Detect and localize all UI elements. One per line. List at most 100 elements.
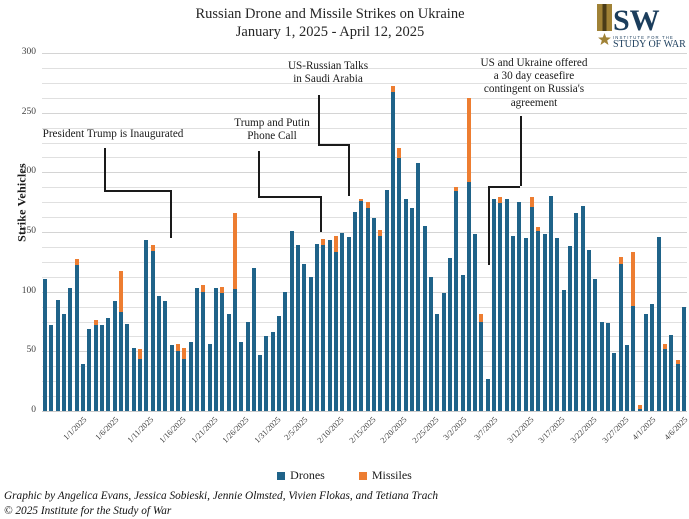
bar-column [409, 208, 414, 411]
bar-segment-missiles [182, 347, 187, 359]
bar-segment-drones [599, 321, 604, 411]
x-axis-tick-label: 4/1/2025 [630, 415, 658, 442]
bar-column [517, 202, 522, 411]
annotation-leader-trump-inaugurated-v1 [104, 148, 106, 190]
bar-column [68, 288, 73, 411]
bar-segment-drones [530, 206, 535, 411]
bar-column [454, 186, 459, 411]
bar-segment-missiles [138, 348, 142, 359]
bar-segment-missiles [119, 271, 124, 312]
bar-segment-drones [138, 358, 142, 411]
annotation-leader-trump-inaugurated-v2 [170, 190, 172, 238]
bar-column [669, 334, 674, 411]
annotation-ceasefire-offer: US and Ukraine offered a 30 day ceasefir… [480, 57, 588, 109]
isw-tagline-bottom: STUDY OF WAR [613, 39, 686, 48]
gridline [42, 261, 687, 263]
bar-segment-drones [131, 347, 136, 411]
gridline [42, 336, 687, 338]
bar-column [182, 347, 187, 411]
bar-segment-drones [327, 240, 332, 411]
bar-segment-missiles [397, 148, 402, 159]
gridline [42, 291, 687, 293]
gridline [42, 306, 687, 308]
bar-segment-drones [447, 258, 452, 411]
bar-column [302, 264, 307, 411]
bar-segment-drones [93, 325, 98, 411]
bar-segment-drones [346, 236, 351, 411]
bar-column [593, 278, 598, 411]
bar-column [447, 258, 452, 411]
bar-column [194, 288, 199, 411]
annotation-leader-ceasefire-offer-v2 [488, 186, 490, 265]
gridline [42, 53, 687, 54]
bar-segment-drones [258, 354, 263, 411]
bar-segment-missiles [359, 198, 364, 201]
bar-segment-drones [283, 291, 288, 411]
gridline [42, 157, 687, 159]
bar-segment-drones [144, 240, 149, 411]
bar-column [612, 352, 617, 411]
bar-segment-drones [106, 317, 111, 411]
bar-column [353, 211, 357, 411]
annotation-leader-trump-putin-call-h [258, 196, 320, 198]
y-axis-tick-label: 100 [21, 285, 36, 296]
x-axis-tick-label: 1/26/2025 [220, 415, 251, 445]
annotation-leader-ceasefire-offer-h [488, 186, 520, 188]
bar-segment-drones [511, 235, 516, 411]
bar-segment-drones [612, 352, 617, 411]
bar-segment-drones [593, 278, 598, 411]
bar-segment-drones [605, 322, 610, 411]
bar-column [112, 301, 117, 411]
bar-column [163, 301, 168, 411]
bar-segment-drones [466, 181, 471, 411]
bar-column [549, 196, 554, 411]
bar-segment-drones [74, 265, 79, 411]
bar-column [308, 277, 313, 411]
gridline [42, 142, 687, 144]
bar-column [289, 230, 294, 411]
bar-column [175, 344, 180, 411]
bar-segment-drones [239, 341, 244, 411]
bar-segment-drones [270, 332, 275, 411]
gridline [42, 396, 687, 398]
gridline [42, 366, 687, 368]
bar-segment-drones [618, 264, 623, 411]
bar-column [106, 317, 111, 411]
legend-item-drones[interactable]: Drones [277, 468, 325, 483]
bar-segment-drones [169, 345, 174, 411]
bar-segment-drones [289, 230, 294, 411]
bar-column [334, 235, 339, 411]
x-axis-line [42, 411, 687, 412]
bar-segment-drones [340, 233, 345, 411]
chart-title-line2: January 1, 2025 - April 12, 2025 [235, 24, 425, 41]
bar-segment-drones [498, 203, 503, 411]
annotation-leader-trump-putin-call-v1 [258, 151, 260, 196]
bar-segment-drones [422, 226, 427, 411]
isw-logo: SW INSTITUTE FOR THE STUDY OF WAR [596, 2, 686, 50]
annotation-leader-ceasefire-offer-v1 [520, 116, 522, 186]
gridline [42, 276, 687, 278]
bar-column [441, 292, 446, 411]
bar-segment-drones [371, 217, 376, 411]
bar-segment-drones [194, 288, 199, 411]
annotation-leader-trump-inaugurated-h [104, 190, 170, 192]
legend-swatch-icon [358, 471, 367, 480]
gridline [42, 202, 687, 204]
x-axis-tick-label: 3/27/2025 [600, 415, 631, 445]
bar-column [156, 296, 161, 411]
bar-segment-missiles [150, 245, 155, 252]
bar-segment-missiles [378, 229, 383, 236]
bar-segment-drones [485, 378, 490, 411]
bar-column [207, 344, 212, 411]
bar-column [574, 212, 579, 411]
bar-column [232, 212, 237, 411]
x-axis-tick-label: 3/22/2025 [568, 415, 599, 445]
gridline [42, 351, 687, 353]
legend-item-missiles[interactable]: Missiles [358, 468, 412, 483]
bar-column [327, 240, 332, 411]
bar-column [523, 237, 528, 411]
gridline [42, 246, 687, 248]
bar-segment-drones [650, 303, 655, 411]
footer-line-1: Graphic by Angelica Evans, Jessica Sobie… [4, 490, 439, 502]
gridline [42, 187, 687, 189]
